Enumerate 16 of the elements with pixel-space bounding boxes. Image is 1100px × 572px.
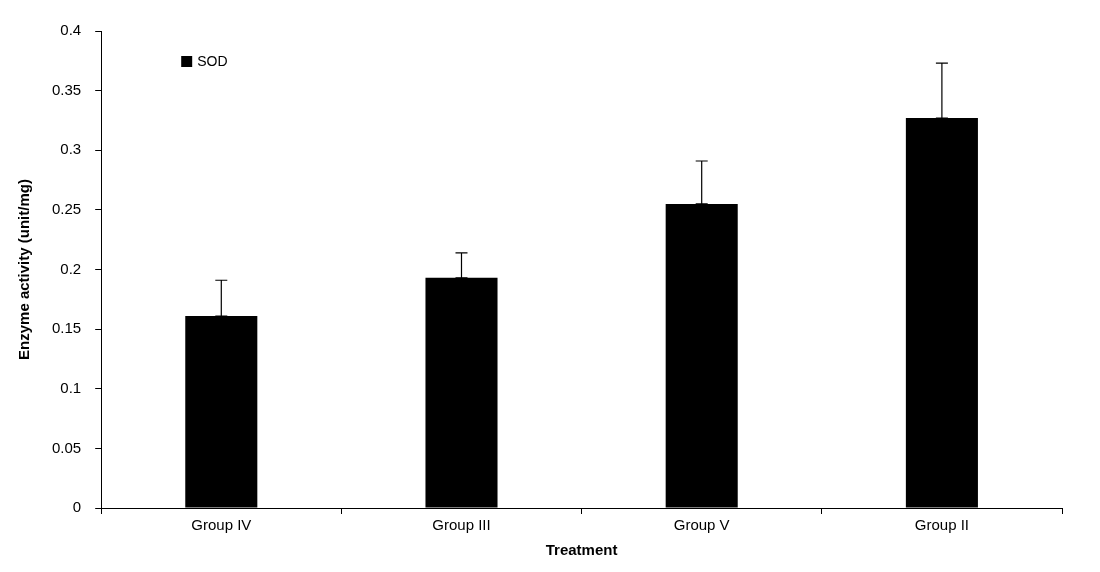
y-tick-label: 0.05 [51,438,82,456]
x-tick-label: Group V [673,516,730,534]
x-axis-title: Treatment [545,541,618,559]
y-tick-label: 0.25 [51,200,82,218]
x-tick-label: Group IV [191,516,252,534]
y-tick-label: 0.4 [60,21,82,39]
x-tick-label: Group II [914,516,969,534]
y-tick-label: 0.3 [60,140,82,158]
y-tick-label: 0.15 [51,319,82,337]
y-tick-label: 0 [72,498,82,516]
x-tick-label: Group III [432,516,491,534]
y-tick-label: 0.35 [51,80,82,98]
legend-label: SOD [197,52,228,69]
y-tick-label: 0.2 [60,259,82,277]
y-axis-title: Enzyme activity (unit/mg) [15,179,33,360]
y-tick-label: 0.1 [60,378,82,396]
